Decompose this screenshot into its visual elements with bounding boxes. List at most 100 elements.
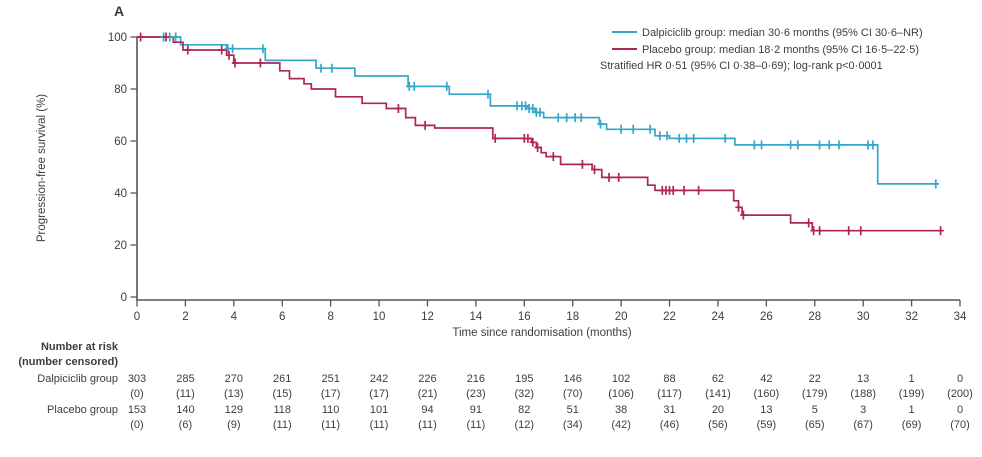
panel-label: A — [114, 3, 125, 19]
placebo-censored: (11) — [369, 419, 389, 431]
placebo-at-risk: 13 — [760, 404, 773, 416]
dalpiciclib-censor-mark — [869, 140, 877, 150]
dalpiciclib-censor-mark — [317, 63, 325, 73]
placebo-censor-mark — [231, 58, 239, 68]
placebo-at-risk: 51 — [566, 404, 579, 416]
dalpiciclib-censor-mark — [630, 124, 637, 134]
y-tick-label: 80 — [114, 84, 127, 96]
placebo-censored: (67) — [853, 419, 873, 431]
dalpiciclib-censored: (32) — [514, 388, 535, 400]
placebo-censor-mark — [937, 226, 944, 236]
placebo-at-risk: 3 — [860, 404, 867, 416]
placebo-censor-mark — [421, 120, 429, 130]
y-tick-label: 100 — [108, 32, 127, 44]
placebo-at-risk: 94 — [421, 404, 434, 416]
x-tick-label: 30 — [857, 311, 870, 323]
placebo-censored: (9) — [227, 419, 241, 431]
placebo-censor-mark — [670, 185, 677, 195]
km-plot: Progression-free survival (%) Time since… — [36, 32, 967, 339]
dalpiciclib-censor-mark — [683, 133, 690, 143]
x-tick-label: 14 — [469, 311, 482, 323]
placebo-censor-mark — [162, 32, 170, 42]
placebo-censored: (11) — [272, 419, 292, 431]
dalpiciclib-censor-mark — [484, 89, 492, 99]
dalpiciclib-censor-mark — [172, 32, 179, 42]
placebo-censor-mark — [740, 210, 747, 220]
dalpiciclib-at-risk: 0 — [956, 373, 964, 385]
placebo-at-risk: 91 — [469, 404, 482, 416]
dalpiciclib-at-risk: 88 — [663, 373, 676, 385]
dalpiciclib-at-risk: 13 — [857, 373, 870, 385]
placebo-censored: (70) — [950, 419, 970, 431]
placebo-censored: (11) — [466, 419, 486, 431]
x-tick-label: 22 — [663, 311, 676, 323]
dalpiciclib-censor-mark — [787, 140, 794, 150]
placebo-censor-mark — [591, 165, 598, 175]
x-tick-label: 8 — [327, 311, 333, 323]
dalpiciclib-censor-mark — [617, 124, 625, 134]
x-tick-label: 34 — [954, 311, 967, 323]
dalpiciclib-line-swatch — [612, 31, 637, 33]
y-axis-title: Progression-free survival (%) — [36, 94, 48, 242]
risk-row-label-placebo: Placebo group — [47, 404, 118, 416]
placebo-at-risk: 20 — [711, 404, 725, 416]
y-tick-label: 40 — [114, 188, 127, 200]
placebo-censor-mark — [845, 226, 852, 236]
placebo-censor-mark — [492, 133, 499, 143]
placebo-censor-mark — [810, 226, 817, 236]
x-tick-label: 4 — [231, 311, 238, 323]
placebo-censor-mark — [605, 172, 613, 182]
placebo-censor-mark — [218, 45, 225, 55]
dalpiciclib-censor-mark — [758, 140, 765, 150]
dalpiciclib-censored: (70) — [562, 388, 583, 400]
dalpiciclib-censor-mark — [536, 107, 544, 117]
dalpiciclib-censor-mark — [663, 131, 671, 141]
placebo-censor-mark — [579, 159, 586, 169]
dalpiciclib-at-risk: 102 — [611, 373, 631, 385]
placebo-censor-mark — [816, 226, 823, 236]
placebo-censored: (56) — [708, 419, 728, 431]
x-tick-label: 16 — [518, 311, 531, 323]
dalpiciclib-censor-mark — [932, 179, 939, 189]
placebo-curve — [137, 36, 944, 232]
risk-table-header-line1: Number at risk — [40, 341, 118, 353]
x-tick-label: 20 — [615, 311, 628, 323]
dalpiciclib-censor-mark — [522, 101, 529, 111]
dalpiciclib-censor-mark — [751, 140, 758, 150]
placebo-at-risk: 82 — [518, 404, 531, 416]
dalpiciclib-censor-mark — [571, 113, 579, 123]
dalpiciclib-at-risk: 242 — [369, 373, 389, 385]
placebo-censored: (11) — [418, 419, 437, 431]
dalpiciclib-at-risk: 303 — [127, 373, 147, 385]
placebo-censor-mark — [857, 226, 864, 236]
dalpiciclib-at-risk: 1 — [908, 373, 915, 385]
dalpiciclib-censor-mark — [328, 63, 336, 73]
placebo-at-risk: 153 — [127, 404, 147, 416]
placebo-censor-mark — [695, 185, 702, 195]
dalpiciclib-censored: (179) — [801, 388, 828, 400]
dalpiciclib-at-risk: 251 — [321, 373, 340, 385]
placebo-censor-mark — [395, 104, 402, 113]
dalpiciclib-at-risk: 270 — [224, 373, 243, 385]
dalpiciclib-censor-mark — [259, 44, 267, 54]
placebo-censor-mark — [735, 202, 742, 212]
dalpiciclib-at-risk: 226 — [418, 373, 437, 385]
dalpiciclib-censor-mark — [411, 81, 418, 91]
dalpiciclib-censor-mark — [656, 131, 663, 141]
dalpiciclib-censor-mark — [529, 104, 536, 113]
dalpiciclib-censor-mark — [816, 140, 823, 150]
placebo-at-risk: 129 — [224, 404, 243, 416]
dalpiciclib-at-risk: 195 — [515, 373, 534, 385]
dalpiciclib-censored: (21) — [417, 388, 438, 400]
dalpiciclib-censored: (0) — [130, 388, 144, 400]
placebo-at-risk: 118 — [273, 404, 291, 416]
legend-item-dalpiciclib: Dalpiciclib group: median 30·6 months (9… — [612, 25, 923, 42]
dalpiciclib-censor-mark — [690, 133, 697, 143]
placebo-censor-mark — [529, 137, 536, 147]
legend-note-hr: Stratified HR 0·51 (95% CI 0·38–0·69); l… — [600, 60, 883, 72]
y-tick-label: 0 — [121, 292, 127, 304]
placebo-censor-mark — [805, 218, 812, 228]
legend-item-placebo: Placebo group: median 18·2 months (95% C… — [612, 42, 923, 59]
x-tick-label: 2 — [182, 311, 188, 323]
